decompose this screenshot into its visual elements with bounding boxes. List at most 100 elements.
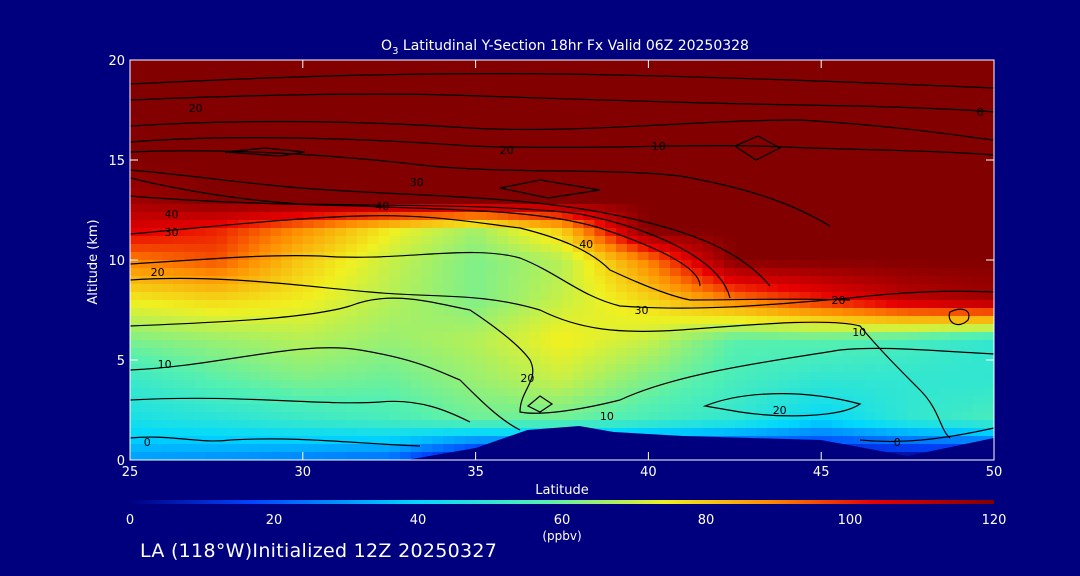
heatmap-cell xyxy=(583,140,595,149)
heatmap-cell xyxy=(853,412,865,421)
heatmap-cell xyxy=(875,244,887,253)
heatmap-cell xyxy=(788,140,801,149)
heatmap-cell xyxy=(799,364,811,373)
heatmap-cell xyxy=(864,132,876,141)
heatmap-cell xyxy=(810,204,822,213)
heatmap-cell xyxy=(356,108,369,117)
heatmap-cell xyxy=(367,276,379,285)
heatmap-cell xyxy=(702,172,714,181)
heatmap-cell xyxy=(972,372,984,381)
heatmap-cell xyxy=(216,388,228,397)
heatmap-cell xyxy=(659,420,671,429)
heatmap-cell xyxy=(356,116,369,125)
heatmap-cell xyxy=(799,220,811,229)
heatmap-cell xyxy=(950,100,963,109)
heatmap-cell xyxy=(140,444,153,453)
heatmap-cell xyxy=(130,172,142,181)
heatmap-cell xyxy=(497,420,509,429)
heatmap-cell xyxy=(194,84,207,93)
heatmap-cell xyxy=(724,316,736,325)
heatmap-cell xyxy=(832,372,844,381)
heatmap-cell xyxy=(454,356,466,365)
heatmap-cell xyxy=(983,212,994,221)
heatmap-cell xyxy=(648,196,660,205)
heatmap-cell xyxy=(616,300,628,309)
heatmap-cell xyxy=(551,316,563,325)
heatmap-cell xyxy=(788,68,801,77)
heatmap-cell xyxy=(356,180,369,189)
heatmap-cell xyxy=(356,300,369,309)
heatmap-cell xyxy=(151,348,163,357)
heatmap-cell xyxy=(270,236,282,245)
heatmap-cell xyxy=(756,308,768,317)
heatmap-cell xyxy=(767,308,779,317)
heatmap-cell xyxy=(670,108,682,117)
heatmap-cell xyxy=(227,356,239,365)
heatmap-cell xyxy=(313,372,325,381)
heatmap-cell xyxy=(205,380,217,389)
heatmap-cell xyxy=(821,212,833,221)
heatmap-cell xyxy=(562,412,574,421)
heatmap-cell xyxy=(940,140,952,149)
heatmap-cell xyxy=(886,268,898,277)
heatmap-cell xyxy=(475,252,487,261)
heatmap-cell xyxy=(680,212,693,221)
heatmap-cell xyxy=(346,404,358,413)
heatmap-cell xyxy=(389,348,401,357)
heatmap-cell xyxy=(767,244,779,253)
heatmap-cell xyxy=(821,132,833,141)
heatmap-cell xyxy=(972,124,984,133)
heatmap-cell xyxy=(205,180,217,189)
heatmap-cell xyxy=(486,332,498,341)
heatmap-cell xyxy=(227,140,239,149)
heatmap-cell xyxy=(799,180,811,189)
heatmap-cell xyxy=(659,372,671,381)
heatmap-cell xyxy=(983,396,994,405)
heatmap-cell xyxy=(648,124,660,133)
heatmap-cell xyxy=(950,316,963,325)
heatmap-cell xyxy=(173,260,185,269)
heatmap-cell xyxy=(292,140,304,149)
heatmap-cell xyxy=(788,388,801,397)
heatmap-cell xyxy=(259,196,271,205)
heatmap-cell xyxy=(616,172,628,181)
heatmap-cell xyxy=(443,348,455,357)
heatmap-cell xyxy=(724,164,736,173)
heatmap-cell xyxy=(983,204,994,213)
colorbar-ticks: 0 20 40 60 80 100 120 xyxy=(126,513,1007,528)
heatmap-cell xyxy=(270,292,282,301)
heatmap-cell xyxy=(475,316,487,325)
heatmap-cell xyxy=(853,396,865,405)
heatmap-cell xyxy=(529,324,541,333)
heatmap-cell xyxy=(205,252,217,261)
heatmap-cell xyxy=(918,396,930,405)
heatmap-cell xyxy=(302,244,315,253)
x-tick-label: 45 xyxy=(813,465,830,480)
heatmap-cell xyxy=(648,396,660,405)
heatmap-cell xyxy=(594,292,606,301)
heatmap-cell xyxy=(378,444,390,453)
heatmap-cell xyxy=(443,308,455,317)
heatmap-cell xyxy=(248,444,261,453)
heatmap-cell xyxy=(238,444,250,453)
heatmap-cell xyxy=(918,220,930,229)
heatmap-cell xyxy=(421,412,433,421)
heatmap-cell xyxy=(562,132,574,141)
heatmap-cell xyxy=(680,396,693,405)
heatmap-cell xyxy=(950,396,963,405)
heatmap-cell xyxy=(886,164,898,173)
heatmap-cell xyxy=(140,236,153,245)
heatmap-cell xyxy=(572,316,585,325)
heatmap-cell xyxy=(410,188,423,197)
heatmap-cell xyxy=(205,420,217,429)
heatmap-cell xyxy=(248,84,261,93)
heatmap-cell xyxy=(443,340,455,349)
heatmap-cell xyxy=(572,388,585,397)
heatmap-cell xyxy=(886,172,898,181)
heatmap-cell xyxy=(130,372,142,381)
heatmap-cell xyxy=(605,156,617,165)
x-axis-label: Latitude xyxy=(535,483,589,498)
heatmap-cell xyxy=(929,244,941,253)
heatmap-cell xyxy=(853,236,865,245)
heatmap-cell xyxy=(778,68,790,77)
